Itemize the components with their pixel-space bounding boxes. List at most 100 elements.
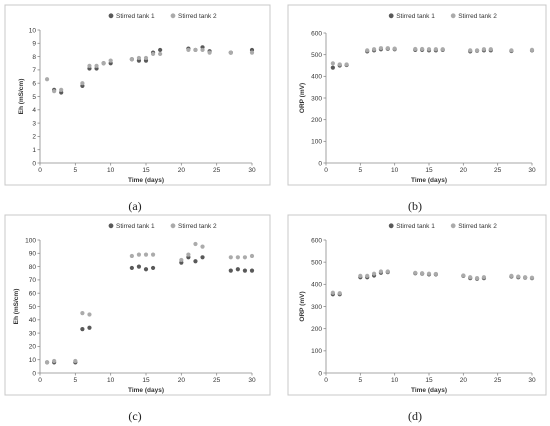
y-tick-label-d: 600	[311, 237, 322, 244]
data-point-c-s1	[200, 255, 205, 260]
x-tick-label-c: 20	[178, 377, 186, 384]
data-point-d-s2	[461, 273, 466, 278]
data-point-a-s2	[249, 50, 255, 55]
y-tick-label-b: 300	[311, 95, 322, 102]
y-tick-label-d: 500	[311, 259, 322, 266]
data-point-a-s2	[101, 61, 106, 66]
panel-caption-b: (b)	[408, 199, 422, 213]
data-point-c-s2	[73, 358, 78, 364]
data-point-d-s2	[330, 290, 335, 295]
data-point-b-s2	[365, 48, 370, 53]
data-point-d-s2	[474, 276, 480, 281]
legend-marker-c	[170, 223, 176, 229]
x-tick-label-a: 30	[248, 167, 256, 174]
data-point-a-s2	[136, 55, 142, 61]
x-tick-label-a: 5	[74, 167, 78, 174]
legend-marker-b	[450, 13, 456, 19]
y-tick-label-c: 100	[25, 237, 36, 244]
y-axis-title-d: ORP (mV)	[299, 291, 306, 321]
x-tick-label-c: 15	[142, 377, 150, 384]
y-tick-label-b: 100	[311, 139, 322, 146]
data-point-c-s2	[235, 255, 240, 260]
data-point-c-s1	[249, 268, 255, 273]
data-point-d-s2	[481, 275, 487, 280]
data-point-b-s2	[420, 46, 425, 52]
data-point-c-s1	[80, 327, 85, 332]
y-tick-label-c: 40	[29, 317, 37, 324]
y-tick-label-a: 8	[32, 54, 36, 61]
y-tick-label-b: 200	[311, 117, 322, 124]
data-point-c-s2	[52, 358, 57, 364]
legend-label-c: Stirred tank 2	[178, 223, 217, 230]
legend-marker-c	[108, 223, 114, 229]
y-tick-label-a: 6	[32, 81, 36, 88]
y-tick-label-a: 4	[32, 107, 36, 114]
y-tick-label-a: 0	[32, 160, 36, 167]
y-tick-label-d: 100	[311, 348, 322, 355]
x-tick-label-b: 0	[324, 167, 328, 174]
y-tick-label-a: 10	[29, 27, 37, 34]
data-point-b-s2	[440, 47, 445, 52]
data-point-a-s2	[59, 87, 64, 92]
legend-label-d: Stirred tank 1	[396, 223, 435, 230]
x-tick-label-a: 10	[107, 167, 115, 174]
data-point-a-s2	[200, 47, 205, 53]
y-tick-label-a: 3	[32, 120, 36, 127]
y-tick-label-d: 300	[311, 304, 322, 311]
x-tick-label-b: 15	[425, 167, 433, 174]
y-tick-label-b: 400	[311, 74, 322, 81]
data-point-a-s2	[228, 50, 233, 55]
x-tick-label-b: 25	[494, 167, 502, 174]
x-tick-label-d: 5	[359, 377, 363, 384]
data-point-d-s2	[385, 269, 390, 274]
y-axis-title-c: Eh (mS/cm)	[13, 289, 20, 325]
y-tick-label-b: 500	[311, 52, 322, 59]
data-point-c-s2	[249, 253, 255, 259]
panel-b: 0 100 200 300 400 500 600 0 5 10 15 20 25 30 Time (day…	[287, 4, 547, 213]
x-tick-label-b: 10	[391, 167, 399, 174]
legend-marker-d	[388, 223, 394, 229]
data-point-b-s2	[371, 47, 377, 52]
x-tick-label-d: 20	[460, 377, 468, 384]
data-point-b-s2	[413, 46, 418, 52]
data-point-c-s2	[129, 253, 134, 259]
x-axis-title-d: Time (days)	[411, 387, 447, 394]
data-point-c-s1	[228, 268, 233, 273]
legend-marker-d	[450, 223, 456, 229]
data-point-c-s2	[242, 255, 248, 260]
data-point-b-s2	[330, 61, 335, 66]
data-point-c-s2	[193, 241, 198, 247]
panel-frame-d	[287, 214, 547, 396]
panel-caption-a: (a)	[128, 199, 141, 213]
data-point-b-s2	[481, 47, 487, 52]
data-point-b-s2	[509, 48, 514, 53]
data-point-d-s2	[468, 275, 473, 280]
data-point-b-s2	[344, 62, 349, 67]
panel-c: 0 10 20 30 40 50 60 70 80 90 100 0 5 10 15 20 25 30 Time (…	[4, 214, 271, 423]
x-tick-label-c: 10	[107, 377, 115, 384]
data-point-c-s2	[200, 244, 205, 249]
data-point-d-s2	[529, 275, 535, 280]
data-point-d-s2	[433, 271, 438, 277]
x-axis-title-a: Time (days)	[128, 177, 164, 184]
y-tick-label-c: 20	[29, 344, 37, 351]
y-axis-title-b: ORP (mV)	[299, 83, 306, 113]
data-point-c-s1	[193, 259, 198, 264]
data-point-a-s2	[87, 63, 92, 69]
data-point-a-s2	[150, 51, 156, 57]
legend-label-a: Stirred tank 2	[178, 13, 217, 20]
y-tick-label-c: 90	[29, 251, 37, 258]
x-tick-label-d: 10	[391, 377, 399, 384]
data-point-c-s2	[87, 312, 92, 317]
y-tick-label-a: 1	[32, 147, 36, 154]
y-tick-label-d: 200	[311, 326, 322, 333]
y-tick-label-c: 30	[29, 330, 37, 337]
data-point-c-s2	[143, 252, 149, 257]
data-point-a-s2	[108, 58, 113, 63]
y-tick-label-d: 0	[318, 370, 322, 377]
data-point-b-s2	[488, 47, 493, 52]
data-point-c-s2	[179, 257, 184, 263]
data-point-d-s2	[426, 271, 432, 276]
data-point-c-s1	[87, 325, 92, 330]
